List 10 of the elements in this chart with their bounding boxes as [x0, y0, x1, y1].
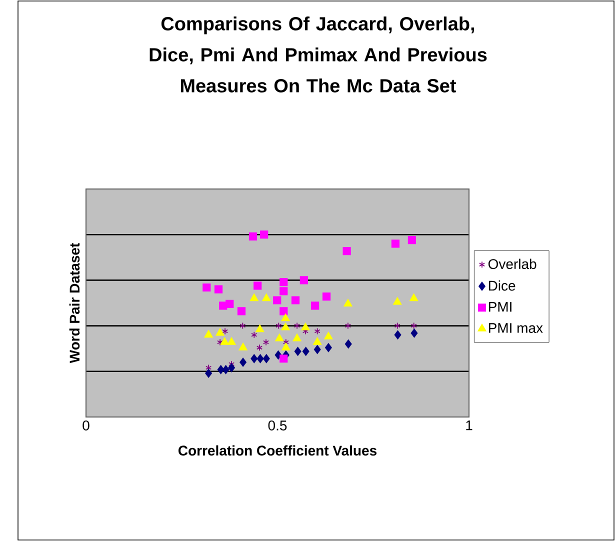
x-tick-label: 1: [466, 420, 472, 430]
x-axis-title: Correlation Coefficient Values: [178, 445, 377, 456]
y-axis-title: Word Pair Dataset: [69, 243, 80, 364]
x-tick-label: 0: [82, 420, 90, 430]
chart-title: Comparisons Of Jaccard, Overlab, Dice, Pmi And Pmimax And Previous Measures On The Mc Data Set: [150, 16, 487, 92]
legend-label: Overlab: [488, 258, 536, 270]
legend-label: PMI max: [488, 323, 543, 333]
legend-label: PMI: [488, 302, 512, 312]
legend-label: Dice: [488, 280, 516, 291]
x-tick-label: 0.5: [268, 420, 287, 430]
